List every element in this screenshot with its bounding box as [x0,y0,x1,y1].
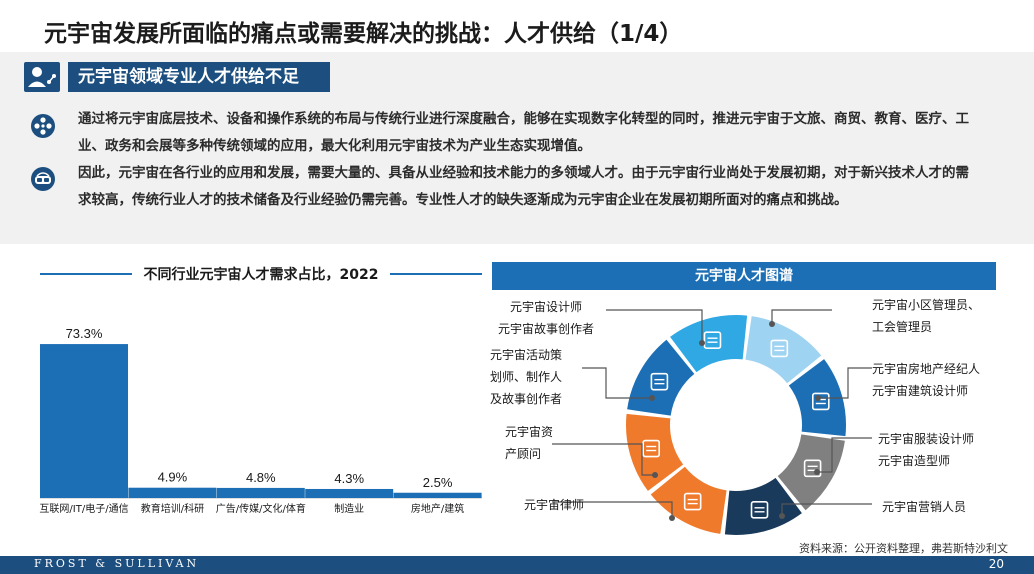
section-title: 元宇宙领域专业人才供给不足 [68,62,330,92]
segment-clothing-rack [777,434,845,511]
talent-label: 元宇宙服装设计师 元宇宙造型师 [878,432,975,468]
talent-label: 元宇宙活动策 划师、制作人 及故事创作者 [490,348,563,406]
category-label: 互联网/IT/电子/通信 [39,502,128,515]
talent-label: 元宇宙律师 [524,498,585,512]
category-label: 教育培训/科研 [141,502,204,515]
data-label: 2.5% [423,475,453,490]
person-network-icon [24,62,60,92]
connector-dot [779,513,785,519]
money-stack-icon [642,439,661,458]
bar [305,488,394,498]
connector-line [552,443,655,476]
film-reel-icon [30,113,56,139]
segment-checklist [627,339,695,416]
segment-lawyer [650,466,727,534]
connector-dot [649,395,655,401]
chart-title-text: 不同行业元宇宙人才需求占比，2022 [143,267,379,283]
connector-line [552,501,673,518]
connector-line [818,367,872,399]
bar-chart: 73.3% 互联网/IT/电子/通信 4.9% 教育培训/科研 4.8% 广告/传媒/文化… [39,326,482,515]
segment-globe-network [745,316,822,384]
page-number: 20 [988,557,1004,571]
data-label: 4.3% [334,471,364,486]
connector-dot [814,469,820,475]
bar [393,492,482,498]
brand-logo: FROST & SULLIVAN [34,557,200,570]
talent-wheel [552,309,872,535]
building-icon [703,331,722,350]
data-label: 4.8% [246,470,276,485]
connector-dot [815,395,821,401]
presenter-icon [750,500,769,519]
segment-presenter [724,477,802,535]
segment-building [670,315,748,373]
source-note: 资料来源：公开资料整理，弗若斯特沙利文 [799,542,1008,555]
category-label: 房地产/建筑 [411,502,464,515]
category-label: 广告/传媒/文化/体育 [216,502,306,515]
paragraph-2: 因此，元宇宙在各行业的应用和发展，需要大量的、具备从业经验和技术能力的多领域人才… [78,165,969,208]
talent-label: 元宇宙小区管理员、 工会管理员 [872,298,981,334]
checklist-icon [650,372,669,391]
bar [40,344,128,498]
segment-money-stack [626,413,684,491]
talent-map-header: 元宇宙人才图谱 [492,262,996,290]
data-label: 4.9% [158,470,188,485]
connector-dot [669,515,675,521]
connector-line [781,503,872,516]
globe-network-icon [770,339,789,358]
talent-label: 元宇宙营销人员 [882,500,967,514]
talent-label: 元宇宙资 产顾问 [505,425,554,461]
title-rule-left [40,273,132,275]
connector-line [771,309,832,324]
bar [216,487,305,498]
vr-headset-icon [30,166,56,192]
connector-line [582,367,652,399]
lawyer-icon [683,492,702,511]
connector-line [817,437,872,473]
data-label: 73.3% [66,326,103,341]
category-label: 制造业 [334,502,364,515]
bar [128,487,217,498]
title-rule-right [390,273,482,275]
paragraph-1: 通过将元宇宙底层技术、设备和操作系统的布局与传统行业进行深度融合，能够在实现数字… [78,111,969,154]
page-title: 元宇宙发展所面临的痛点或需要解决的挑战：人才供给（1/4） [44,21,683,47]
talent-label: 元宇宙设计师 元宇宙故事创作者 [497,300,594,336]
chart-title: 不同行业元宇宙人才需求占比，2022 [40,264,482,284]
footer-bar [0,556,1034,574]
talent-label: 元宇宙房地产经纪人 元宇宙建筑设计师 [872,362,981,398]
connector-line [606,309,703,343]
connector-dot [652,472,658,478]
connector-dot [699,340,705,346]
connector-dot [769,321,775,327]
